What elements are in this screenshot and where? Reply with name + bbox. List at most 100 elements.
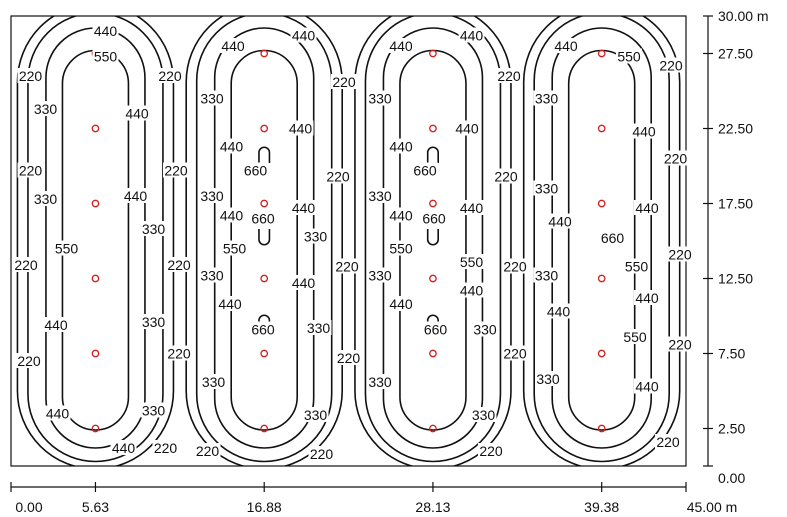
contour-label: 330	[368, 188, 392, 204]
y-tick-label: 27.50	[718, 46, 753, 62]
contour-label-bg	[124, 105, 150, 121]
contour-label: 220	[19, 163, 43, 179]
contour-label: 220	[668, 247, 692, 263]
y-tick-label: 7.50	[718, 346, 745, 362]
contour-label-bg	[140, 314, 167, 329]
y-tick-label: 17.50	[718, 196, 753, 212]
contour-label: 440	[221, 38, 245, 54]
contour-label: 440	[635, 379, 659, 395]
contour-label: 220	[335, 259, 359, 275]
x-tick-label: 0.00	[15, 499, 42, 515]
contour-label: 440	[292, 200, 316, 216]
contour-label: 330	[368, 91, 392, 107]
contour-label-bg	[367, 267, 393, 283]
isolux-contour-330	[533, 16, 670, 463]
contour-label: 330	[200, 188, 224, 204]
contour-label-bg	[43, 317, 69, 332]
luminaire-marker	[260, 349, 269, 358]
contour-label: 440	[389, 296, 413, 312]
isolux-contour-330	[27, 16, 164, 463]
y-tick-label: 2.50	[718, 421, 745, 437]
contour-label: 660	[601, 230, 625, 246]
contour-label: 330	[535, 91, 559, 107]
contour-label-bg	[199, 267, 225, 283]
luminaire-marker	[91, 424, 100, 433]
contour-label-bg	[502, 345, 528, 361]
contour-label-bg	[200, 374, 227, 389]
contour-label: 440	[635, 200, 659, 216]
contour-label-bg	[367, 374, 393, 389]
luminaire-marker	[597, 124, 606, 133]
contour-label-bg	[458, 27, 485, 43]
luminaire-marker	[429, 424, 437, 433]
isolux-contour-220	[16, 16, 175, 466]
contour-label-bg	[496, 68, 522, 83]
contour-label-bg	[92, 23, 119, 38]
contour-label: 220	[337, 350, 361, 366]
x-tick-label: 28.13	[415, 499, 450, 515]
contour-label: 220	[14, 257, 38, 273]
contour-label-bg	[220, 38, 246, 53]
contour-label: 330	[304, 407, 328, 423]
contour-label: 220	[154, 440, 178, 456]
contour-label-bg	[53, 240, 80, 256]
contour-label: 660	[424, 322, 448, 338]
contour-label-bg	[616, 48, 642, 64]
contour-label: 330	[535, 268, 559, 284]
isolux-contour-220	[185, 16, 343, 466]
contour-label-bg	[634, 378, 660, 394]
contour-label: 440	[455, 121, 479, 137]
contour-label: 220	[196, 443, 220, 459]
contour-label-bg	[472, 321, 498, 337]
contour-label-bg	[16, 353, 42, 368]
luminaire-marker	[91, 274, 100, 283]
contour-label-bg	[388, 207, 414, 223]
contour-label-bg	[478, 443, 504, 458]
luminaire-markers	[91, 49, 606, 433]
contour-label-bg	[302, 407, 329, 422]
contour-label-bg	[221, 240, 248, 256]
contour-label: 330	[368, 268, 392, 284]
contour-label: 330	[200, 268, 224, 284]
contour-label-bg	[493, 168, 519, 184]
contour-label-bg	[218, 138, 245, 154]
contour-label: 220	[659, 58, 683, 74]
luminaire-marker	[429, 49, 437, 58]
contour-label: 440	[220, 208, 244, 224]
contour-label: 220	[503, 259, 527, 275]
isolux-contour-330	[195, 16, 333, 463]
contour-label-bg	[152, 440, 179, 455]
contour-label: 330	[142, 314, 166, 330]
contour-label: 440	[44, 317, 68, 333]
contour-label: 440	[632, 124, 656, 140]
contour-label: 220	[664, 151, 688, 167]
y-tick-label: 30.00 m	[718, 8, 769, 24]
contour-label: 440	[389, 139, 413, 155]
contour-label: 440	[460, 200, 484, 216]
contour-label-bg	[599, 230, 626, 245]
luminaire-marker	[91, 124, 100, 133]
contour-label: 440	[218, 296, 242, 312]
isolux-contour-660	[426, 229, 439, 246]
y-axis: 0.00 2.50 7.50 12.50 17.50 22.50 27.50 30.00 m	[703, 8, 769, 486]
contour-label-bg	[634, 290, 660, 305]
contour-label-bg	[32, 101, 59, 116]
contour-label-bg	[32, 191, 59, 206]
plot-frame	[10, 15, 687, 467]
contour-label-bg	[623, 258, 650, 274]
contour-label: 330	[304, 229, 328, 245]
contour-label: 440	[124, 188, 148, 204]
contour-label: 330	[472, 407, 496, 423]
contour-label: 330	[34, 191, 58, 207]
contour-label: 220	[17, 353, 41, 369]
contour-label-bg	[110, 440, 137, 455]
contour-label-bg	[458, 200, 485, 215]
x-tick-label: 16.88	[247, 499, 282, 515]
contour-label: 220	[479, 443, 503, 459]
contour-label: 440	[94, 23, 118, 39]
contour-label-bg	[655, 434, 681, 449]
contour-label: 440	[460, 283, 484, 299]
contour-label: 440	[460, 28, 484, 44]
contour-label: 330	[202, 374, 226, 390]
